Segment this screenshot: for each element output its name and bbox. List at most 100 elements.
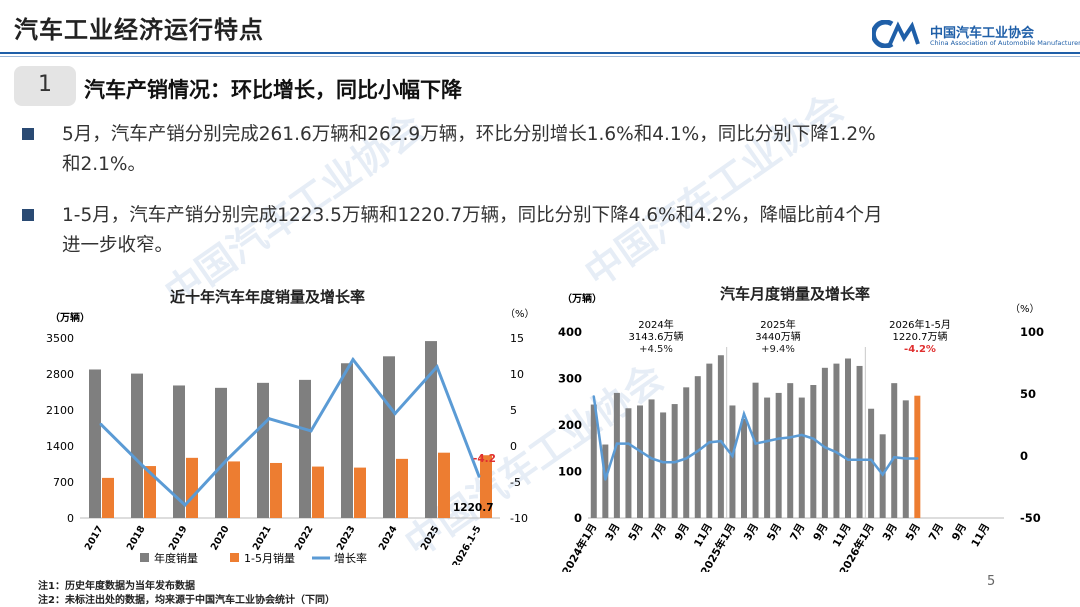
chart1-growth-point: [225, 458, 229, 462]
chart2-y-right-tick: 100: [1020, 325, 1044, 339]
chart2-growth-point: [800, 433, 803, 437]
chart2-annotation-year: 2026年1-5月: [889, 318, 951, 331]
chart1-legend-swatch: [230, 553, 239, 562]
chart2-bar-monthly: [891, 383, 898, 518]
paragraph-1-line2: 和2.1%。: [62, 154, 146, 175]
chart1-y-left-tick: 0: [67, 512, 74, 525]
chart1-x-tick: 2020: [209, 524, 232, 553]
chart2-growth-point: [638, 449, 642, 453]
chart2-growth-point: [869, 458, 873, 461]
chart1-growth-point: [393, 412, 397, 416]
chart2-bar-monthly: [741, 418, 747, 518]
watermark-text: 中国汽车工业协会: [576, 85, 852, 296]
chart2-growth-point: [650, 457, 653, 460]
chart1-growth-point: [141, 464, 145, 468]
chart2-annotation-total: 1220.7万辆: [893, 330, 948, 343]
chart2-x-tick: 5月: [765, 522, 784, 543]
chart2-y-left-tick: 400: [558, 325, 582, 339]
paragraph-2-line2: 进一步收窄。: [62, 235, 174, 256]
title-divider-thin: [0, 56, 1080, 57]
chart1-growth-point: [99, 422, 103, 426]
chart2-y-right-label: （%）: [1010, 303, 1040, 315]
chart1-x-tick: 2017: [83, 524, 106, 552]
chart2-x-tick: 3月: [881, 522, 900, 543]
chart2-x-tick: 5月: [904, 522, 923, 543]
chart2-x-tick: 5月: [626, 522, 645, 543]
chart1-growth-point: [267, 417, 271, 421]
chart2-annotation-total: 3440万辆: [755, 330, 800, 343]
chart1-bar-jan-may: [438, 452, 450, 518]
chart2-bar-monthly: [683, 387, 690, 518]
chart2-y-right-tick: 0: [1020, 449, 1028, 463]
chart2-bar-monthly: [625, 408, 632, 518]
chart1-growth-point: [309, 429, 313, 433]
chart2-annotation-total: 3143.6万辆: [629, 330, 684, 343]
chart1-bar-annual: [215, 387, 227, 518]
chart2-bar-monthly: [717, 355, 724, 518]
chart1-growth-line: [99, 356, 481, 508]
chart2-bar-monthly: [833, 363, 840, 518]
chart1-bar-jan-may: [312, 466, 324, 518]
page-number: 5: [987, 574, 996, 589]
section-number: 1: [38, 72, 52, 97]
chart2-growth-point: [858, 458, 861, 461]
chart1-y-left-tick: 1400: [46, 440, 74, 453]
chart2-growth-point: [604, 478, 607, 481]
chart1-bar-annual: [425, 341, 437, 518]
chart2-y-right-tick: -50: [1020, 511, 1041, 525]
logo-text-cn: 中国汽车工业协会: [930, 26, 1035, 41]
chart1-growth-point: [435, 365, 439, 369]
chart2-x-tick: 3月: [603, 522, 622, 543]
chart1-annotation-value: 1220.7: [453, 502, 494, 514]
chart1-growth-point: [183, 503, 187, 507]
chart2-x-tick: 9月: [950, 522, 969, 543]
chart2-growth-point: [742, 412, 746, 416]
chart1-bar-jan-may: [102, 477, 114, 518]
chart2-x-tick: 7月: [649, 522, 668, 543]
chart2-y-left-tick: 200: [558, 418, 582, 432]
chart1-bar-jan-may: [228, 461, 240, 518]
chart2-growth-point: [708, 441, 711, 444]
chart1-bar-jan-may: [270, 462, 282, 518]
chart2-bar-monthly: [810, 385, 817, 518]
chart2-bar-monthly: [798, 397, 805, 518]
chart1-annotation-rate: -4.2: [473, 453, 496, 465]
chart2-growth-point: [627, 442, 630, 445]
chart2-y-right-tick: 50: [1020, 387, 1036, 401]
chart2-annotation-rate: +4.5%: [639, 344, 673, 355]
chart2-bar-monthly: [868, 408, 875, 518]
chart1-title: 近十年汽车年度销量及增长率: [170, 288, 366, 306]
chart1-growth-point: [351, 358, 355, 362]
chart1-bar-annual: [341, 363, 353, 518]
chart2-growth-point: [789, 436, 792, 439]
chart2-x-tick: 9月: [811, 522, 830, 543]
chart2-annotation-year: 2025年: [760, 318, 795, 331]
chart2-growth-point: [893, 456, 896, 459]
chart2-x-tick: 7月: [788, 522, 807, 543]
chart1-legend-swatch: [140, 553, 149, 562]
chart1-y-right-tick: 0: [510, 440, 517, 453]
chart2-growth-point: [673, 461, 676, 464]
logo: 中国汽车工业协会 China Association of Automobile…: [872, 20, 1080, 50]
chart2-growth-point: [881, 473, 884, 476]
chart2-growth-point: [592, 395, 595, 398]
chart2-growth-point: [731, 454, 734, 458]
chart2-bar-monthly: [706, 363, 713, 518]
chart1-bar-jan-may: [186, 457, 198, 518]
note-1: 注1：历史年度数据为当年发布数据: [38, 581, 195, 592]
section-title: 汽车产销情况：环比增长，同比小幅下降: [84, 78, 462, 102]
bullet-icon: [22, 209, 34, 221]
chart2-bar-monthly: [775, 392, 782, 518]
chart1-x-tick: 2024: [377, 524, 400, 553]
caam-logo-icon: [872, 20, 920, 48]
chart2-x-tick: 11月: [692, 522, 715, 550]
chart1-bar-annual: [299, 379, 311, 518]
chart1-bar-jan-may: [396, 458, 408, 518]
section-number-box: 1: [14, 66, 76, 106]
chart2-y-left-label: （万辆）: [562, 292, 602, 305]
chart1-y-right-tick: 15: [510, 332, 524, 345]
chart1-legend-label: 增长率: [334, 551, 367, 565]
chart2-bar-monthly: [821, 367, 828, 518]
chart2-title: 汽车月度销量及增长率: [720, 285, 871, 303]
chart2-growth-point: [696, 449, 699, 453]
